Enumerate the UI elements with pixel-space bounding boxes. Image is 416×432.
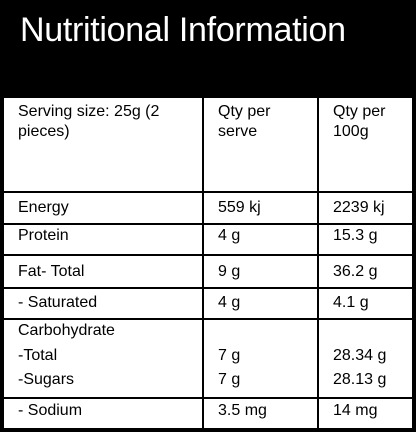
- header-qty-per-100g: Qty per 100g: [333, 103, 386, 140]
- row-sugars-per-100g: 28.13 g: [333, 371, 387, 388]
- header-serving-size: Serving size: 25g (2 pieces): [18, 103, 160, 140]
- title-bar: Nutritional Information: [4, 4, 412, 96]
- row-label-saturated: - Saturated: [18, 294, 98, 311]
- column-divider-1: [202, 96, 204, 432]
- row-label-sodium: - Sodium: [18, 402, 83, 419]
- row-label-energy: Energy: [18, 199, 69, 216]
- row-protein-per-100g: 15.3 g: [333, 227, 378, 244]
- row-carbohydrate-total-per-100g: 28.34 g: [333, 347, 387, 364]
- header-bottom-rule: [4, 191, 412, 193]
- row-label-protein: Protein: [18, 227, 69, 244]
- panel-title: Nutritional Information: [20, 11, 346, 49]
- row-energy-per-100g: 2239 kj: [333, 199, 385, 216]
- row-energy-per-serve: 559 kj: [218, 199, 261, 216]
- row-sodium-per-100g: 14 mg: [333, 402, 378, 419]
- row-label-carbohydrate-total: -Total: [18, 347, 58, 364]
- row-saturated-per-serve: 4 g: [218, 294, 241, 311]
- row-label-fat-total: Fat- Total: [18, 263, 85, 280]
- header-qty-per-serve: Qty per serve: [218, 103, 271, 140]
- row-sodium-per-serve: 3.5 mg: [218, 402, 267, 419]
- row-label-carbohydrate: Carbohydrate: [18, 322, 115, 339]
- row-divider-energy: [4, 223, 412, 225]
- row-fat-total-per-100g: 36.2 g: [333, 263, 378, 280]
- row-divider-carbohydrate: [4, 397, 412, 399]
- row-sugars-per-serve: 7 g: [218, 371, 241, 388]
- column-divider-2: [317, 96, 319, 432]
- row-divider-saturated: [4, 318, 412, 320]
- row-protein-per-serve: 4 g: [218, 227, 241, 244]
- row-divider-protein: [4, 254, 412, 256]
- row-fat-total-per-serve: 9 g: [218, 263, 241, 280]
- row-label-sugars: -Sugars: [18, 371, 75, 388]
- row-divider-fat: [4, 287, 412, 289]
- header-top-rule: [4, 96, 412, 98]
- row-carbohydrate-total-per-serve: 7 g: [218, 347, 241, 364]
- row-saturated-per-100g: 4.1 g: [333, 294, 369, 311]
